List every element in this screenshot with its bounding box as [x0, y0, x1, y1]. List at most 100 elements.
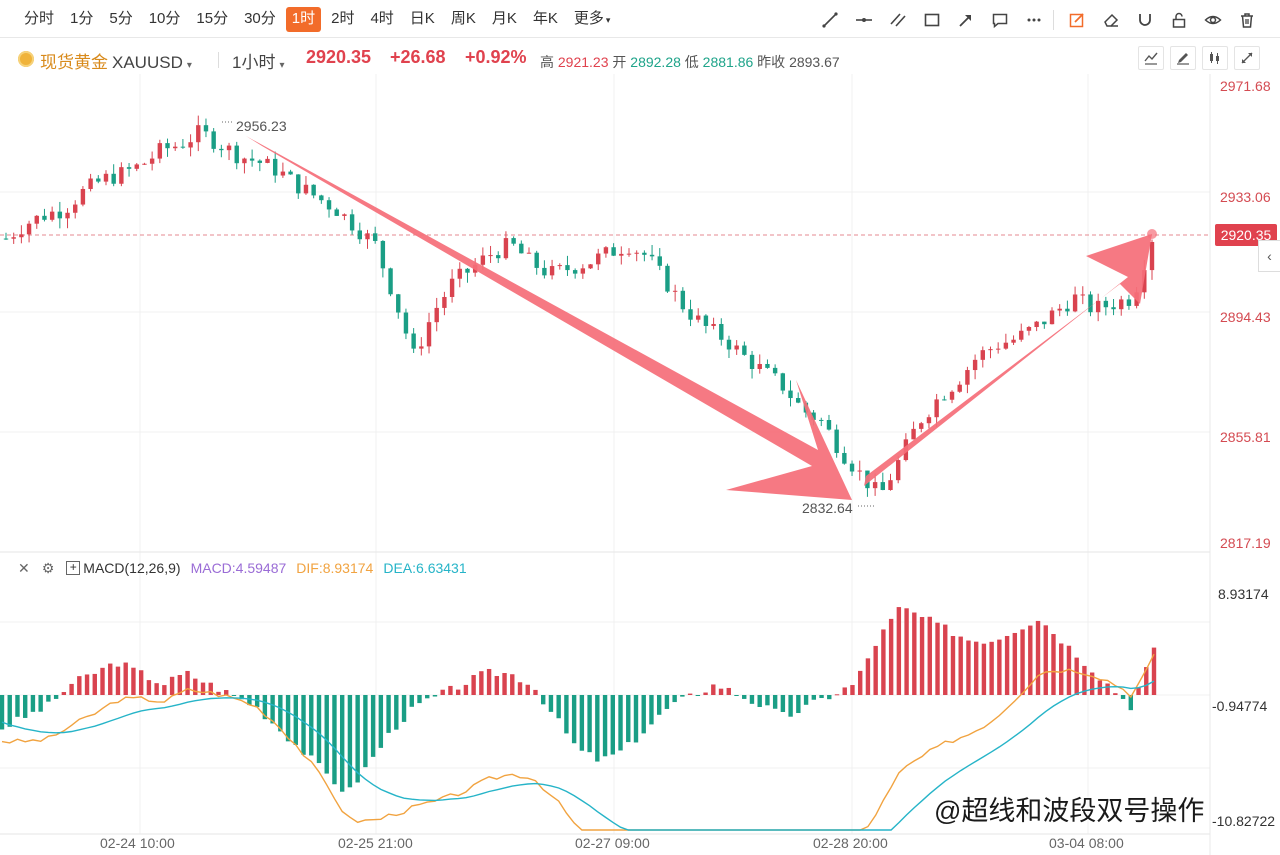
macd-bar [819, 695, 824, 699]
candle-body [173, 146, 178, 149]
macd-bar [858, 670, 863, 695]
line-tool-icon[interactable] [813, 8, 847, 32]
candle-body [519, 243, 524, 254]
macd-value: MACD:4.59487 [190, 560, 287, 576]
candle-body [334, 209, 339, 216]
candle-body [326, 200, 332, 210]
candle-style-icon[interactable] [1202, 46, 1228, 70]
macd-bar [494, 675, 500, 695]
toolbar-divider [1053, 10, 1054, 30]
settings-icon[interactable]: ⚙ [41, 559, 55, 576]
macd-bar [873, 645, 878, 695]
macd-bar [69, 683, 74, 695]
candle-body [1042, 321, 1047, 325]
macd-bar [138, 670, 144, 695]
macd-bar [780, 695, 786, 712]
symbol-name: 现货黄金 [40, 53, 108, 72]
macd-bar [1128, 695, 1134, 711]
period-button[interactable]: 2时 [331, 10, 355, 27]
parallel-lines-icon[interactable] [881, 8, 915, 32]
candle-body [157, 143, 163, 159]
fullscreen-icon[interactable] [1234, 46, 1260, 70]
macd-bar [77, 676, 82, 695]
period-button[interactable]: 年K [532, 10, 558, 27]
time-axis-label: 02-24 10:00 [100, 835, 175, 851]
pencil-icon[interactable] [1170, 46, 1196, 70]
candle-body [826, 419, 832, 430]
macd-axis-label: 8.93174 [1218, 586, 1269, 602]
candle-body [111, 173, 116, 184]
period-button[interactable]: 15分 [196, 10, 229, 27]
eraser-icon[interactable] [1094, 8, 1128, 32]
trash-icon[interactable] [1230, 8, 1264, 32]
macd-bar [115, 666, 121, 695]
candle-body [880, 482, 886, 491]
period-button[interactable]: 周K [450, 10, 476, 27]
low-label: 低 [684, 54, 699, 70]
eye-icon[interactable] [1196, 8, 1230, 32]
macd-bar [943, 624, 948, 695]
timeframe-selector[interactable]: 1小时 ▾ [232, 48, 285, 73]
timeframe-label: 1小时 [232, 53, 276, 72]
unlock-icon[interactable] [1162, 8, 1196, 32]
period-button[interactable]: 更多 ▾ [573, 10, 611, 27]
candle-body [957, 384, 962, 392]
candle-body [296, 174, 301, 194]
macd-bar [935, 622, 940, 695]
indicator-icon[interactable] [1138, 46, 1164, 70]
anchor-dot [1147, 229, 1157, 239]
rectangle-icon[interactable] [915, 8, 949, 32]
macd-bar [440, 689, 445, 695]
macd-bar [626, 695, 631, 743]
magnet-icon[interactable] [1128, 8, 1162, 32]
period-button[interactable]: 4时 [370, 10, 394, 27]
period-button[interactable]: 日K [409, 10, 435, 27]
macd-bar [84, 674, 90, 695]
period-button[interactable]: 月K [491, 10, 517, 27]
add-indicator-icon[interactable]: + [66, 561, 81, 575]
candle-body [934, 399, 939, 418]
candle-body [549, 266, 555, 276]
more-dots-icon[interactable] [1017, 8, 1051, 32]
up-trend-arrow[interactable] [864, 234, 1152, 486]
candle-body [96, 178, 101, 182]
macd-bar [850, 685, 855, 695]
macd-bar [332, 695, 337, 785]
macd-bar [981, 643, 987, 695]
edit-draw-icon[interactable] [1060, 8, 1094, 32]
candle-body [1065, 308, 1070, 312]
candle-body [757, 363, 762, 369]
candle-body [1057, 308, 1062, 311]
comment-icon[interactable] [983, 8, 1017, 32]
period-button[interactable]: 1分 [70, 10, 94, 27]
arrow-icon[interactable] [949, 8, 983, 32]
collapse-panel-button[interactable]: ‹ [1258, 240, 1280, 272]
macd-bar [1051, 634, 1056, 695]
macd-bar [649, 695, 654, 725]
watermark: @超线和波段双号操作 [934, 796, 1205, 826]
candle-body [796, 398, 801, 403]
symbol-selector[interactable]: 现货黄金 XAUUSD ▾ [40, 48, 192, 73]
candle-body [980, 350, 985, 360]
period-button[interactable]: 5分 [109, 10, 133, 27]
candle-body [119, 167, 124, 184]
horizontal-line-icon[interactable] [847, 8, 881, 32]
macd-bar [7, 695, 12, 727]
macd-bar [208, 682, 213, 695]
period-button[interactable]: 10分 [148, 10, 181, 27]
macd-bar [765, 695, 770, 706]
close-icon[interactable]: ✕ [18, 559, 30, 576]
period-button[interactable]: 1时 [285, 7, 322, 32]
macd-bar [22, 695, 28, 718]
high-marker-label: 2956.23 [236, 118, 287, 134]
candle-body [1026, 327, 1032, 331]
down-trend-arrow[interactable] [246, 136, 852, 500]
period-button[interactable]: 分时 [24, 10, 55, 27]
macd-bar [711, 684, 716, 695]
period-button[interactable]: 30分 [244, 10, 276, 27]
price-chart[interactable]: 2956.23 2832.64 2971.68 2933.06 2894.43 … [0, 74, 1280, 855]
macd-bar [788, 695, 793, 717]
prev-close-value: 2893.67 [789, 54, 840, 70]
macd-bar [247, 695, 252, 706]
macd-bar [216, 691, 221, 695]
